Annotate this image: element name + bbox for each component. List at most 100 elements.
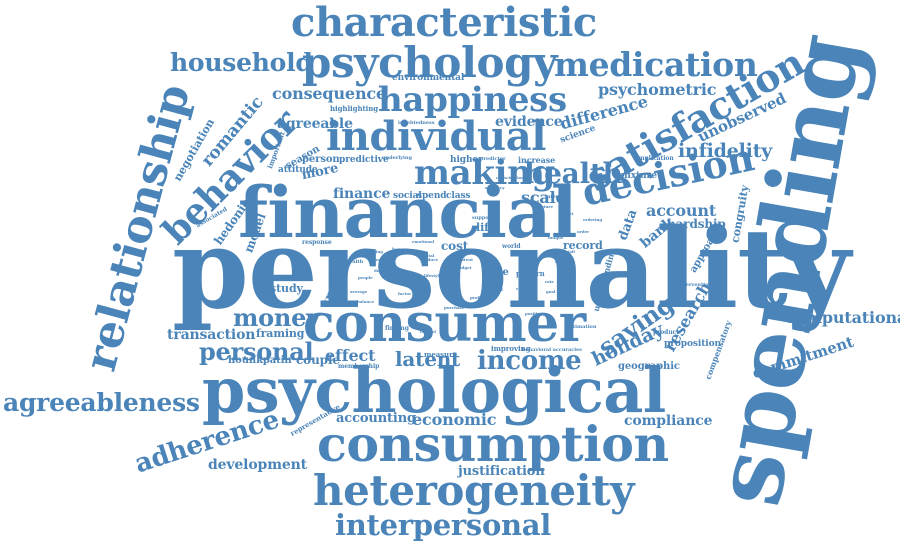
word-average: average xyxy=(350,289,368,294)
word-psychometric: psychometric xyxy=(598,80,717,99)
word-consumer: consumer xyxy=(303,293,586,354)
word-wealth: wealth xyxy=(345,259,364,265)
word-account: account xyxy=(646,201,717,220)
word-pattern: pattern xyxy=(516,269,545,278)
word-highlighting: highlighting xyxy=(330,104,379,113)
word-support: support xyxy=(472,215,494,221)
word-accuracy: accuracy xyxy=(485,185,505,190)
word-transaction: transaction xyxy=(167,327,256,343)
word-compliance: compliance xyxy=(624,413,713,429)
word-person: person xyxy=(302,154,340,165)
word-domain: domain xyxy=(374,268,391,273)
word-behavioral-accuracies: behavioral accuracies xyxy=(522,347,582,353)
word-predictive: predictive xyxy=(339,155,389,165)
word-psychology: psychology xyxy=(302,38,558,87)
word-target: target xyxy=(560,211,574,216)
word-content: content xyxy=(456,257,473,262)
word-finding: finding xyxy=(385,325,409,332)
word-value: value xyxy=(516,286,528,291)
word-implication: implication xyxy=(636,155,674,162)
word-medication: medication xyxy=(554,45,758,84)
word-agreeable: agreeable xyxy=(277,116,353,132)
word-factor: factor xyxy=(398,291,412,296)
word-reduce: reduce xyxy=(423,257,439,262)
word-income: income xyxy=(477,346,582,376)
word-study: study xyxy=(270,282,303,295)
word-improving: improving xyxy=(491,344,531,353)
word-framing: framing xyxy=(256,327,305,340)
word-agreeableness: agreeableness xyxy=(3,388,200,417)
word-social: social xyxy=(393,191,422,201)
word-psychological: psychological xyxy=(202,354,666,427)
word-capture: capture xyxy=(536,204,553,209)
word-life: life xyxy=(476,221,496,234)
word-inferred: inferred xyxy=(545,194,568,200)
word-mixture: mixture xyxy=(618,171,657,181)
word-cash: cash xyxy=(487,279,500,285)
word-infidelity: infidelity xyxy=(678,140,773,162)
word-interpersonal: interpersonal xyxy=(335,508,552,542)
word-development: development xyxy=(208,457,308,473)
word-geographic: geographic xyxy=(618,361,680,372)
word-need: need xyxy=(513,251,529,258)
word-record: record xyxy=(563,239,603,252)
word-higher: higher xyxy=(450,155,483,165)
word-personal: personal xyxy=(199,337,314,366)
word-money: money xyxy=(233,303,320,332)
word-product: product xyxy=(653,329,679,336)
word-characteristic: characteristic xyxy=(291,0,597,46)
word-evidence: evidence xyxy=(495,114,563,130)
word-cost: cost xyxy=(441,239,469,253)
word-spend: spend xyxy=(417,191,447,201)
word-environmental: environmental xyxy=(392,73,465,83)
word-profile: profile xyxy=(470,295,485,300)
word-predictor: predictor xyxy=(480,156,506,162)
word-individual: individual xyxy=(326,113,547,160)
word-positive: positive xyxy=(525,311,543,316)
word-emotional: emotional xyxy=(412,239,435,244)
word-heterogeneity: heterogeneity xyxy=(313,466,635,515)
word-ordering: ordering xyxy=(583,217,603,222)
word-making: making xyxy=(414,153,555,193)
word-world: world xyxy=(502,243,521,250)
word-increase: increase xyxy=(518,155,556,165)
word-people: people xyxy=(358,275,373,280)
word-buyer: buyer xyxy=(392,247,408,253)
word-style: style xyxy=(483,267,509,278)
word-latent: latent xyxy=(395,347,461,371)
word-computational: computational xyxy=(785,308,900,327)
word-scale: scale xyxy=(521,188,566,207)
word-proposition: proposition xyxy=(664,339,721,349)
word-justification: justification xyxy=(458,464,545,479)
word-budget: budget xyxy=(456,265,472,270)
word-couple: couple xyxy=(296,353,340,367)
word-consequence: consequence xyxy=(272,84,387,103)
word-attitude: attitude xyxy=(278,165,318,175)
word-estimation: estimation xyxy=(567,324,597,330)
word-membership: membership xyxy=(338,363,380,370)
word-choice: choice xyxy=(372,257,387,262)
word-lifestyle: lifestyle xyxy=(424,273,442,278)
word-retail: retail xyxy=(563,249,575,254)
word-conscientious: conscientious xyxy=(496,175,527,180)
word-marketing: marketing xyxy=(360,249,383,254)
word-behaviour: behaviour xyxy=(388,302,411,307)
word-happiness: happiness xyxy=(378,80,567,120)
word-desire: desire xyxy=(466,249,480,254)
word-financial: financial xyxy=(238,171,577,254)
word-rational: rational xyxy=(520,259,538,264)
word-underlying: underlying xyxy=(382,155,412,161)
word-hounkpatin: hounkpatin xyxy=(228,355,292,366)
word-consumption: consumption xyxy=(317,415,669,473)
word-household: household xyxy=(170,48,313,77)
word-accounting: accounting xyxy=(336,411,417,426)
word-intervention: intervention xyxy=(678,282,712,288)
word-response: response xyxy=(302,239,332,246)
word-balance: balance xyxy=(357,299,375,304)
word-class: class xyxy=(446,191,471,201)
word-health: health xyxy=(524,157,623,190)
word-purchase: purchase xyxy=(444,305,465,310)
word-finance: finance xyxy=(333,186,391,202)
word-goal: goal xyxy=(546,289,556,294)
